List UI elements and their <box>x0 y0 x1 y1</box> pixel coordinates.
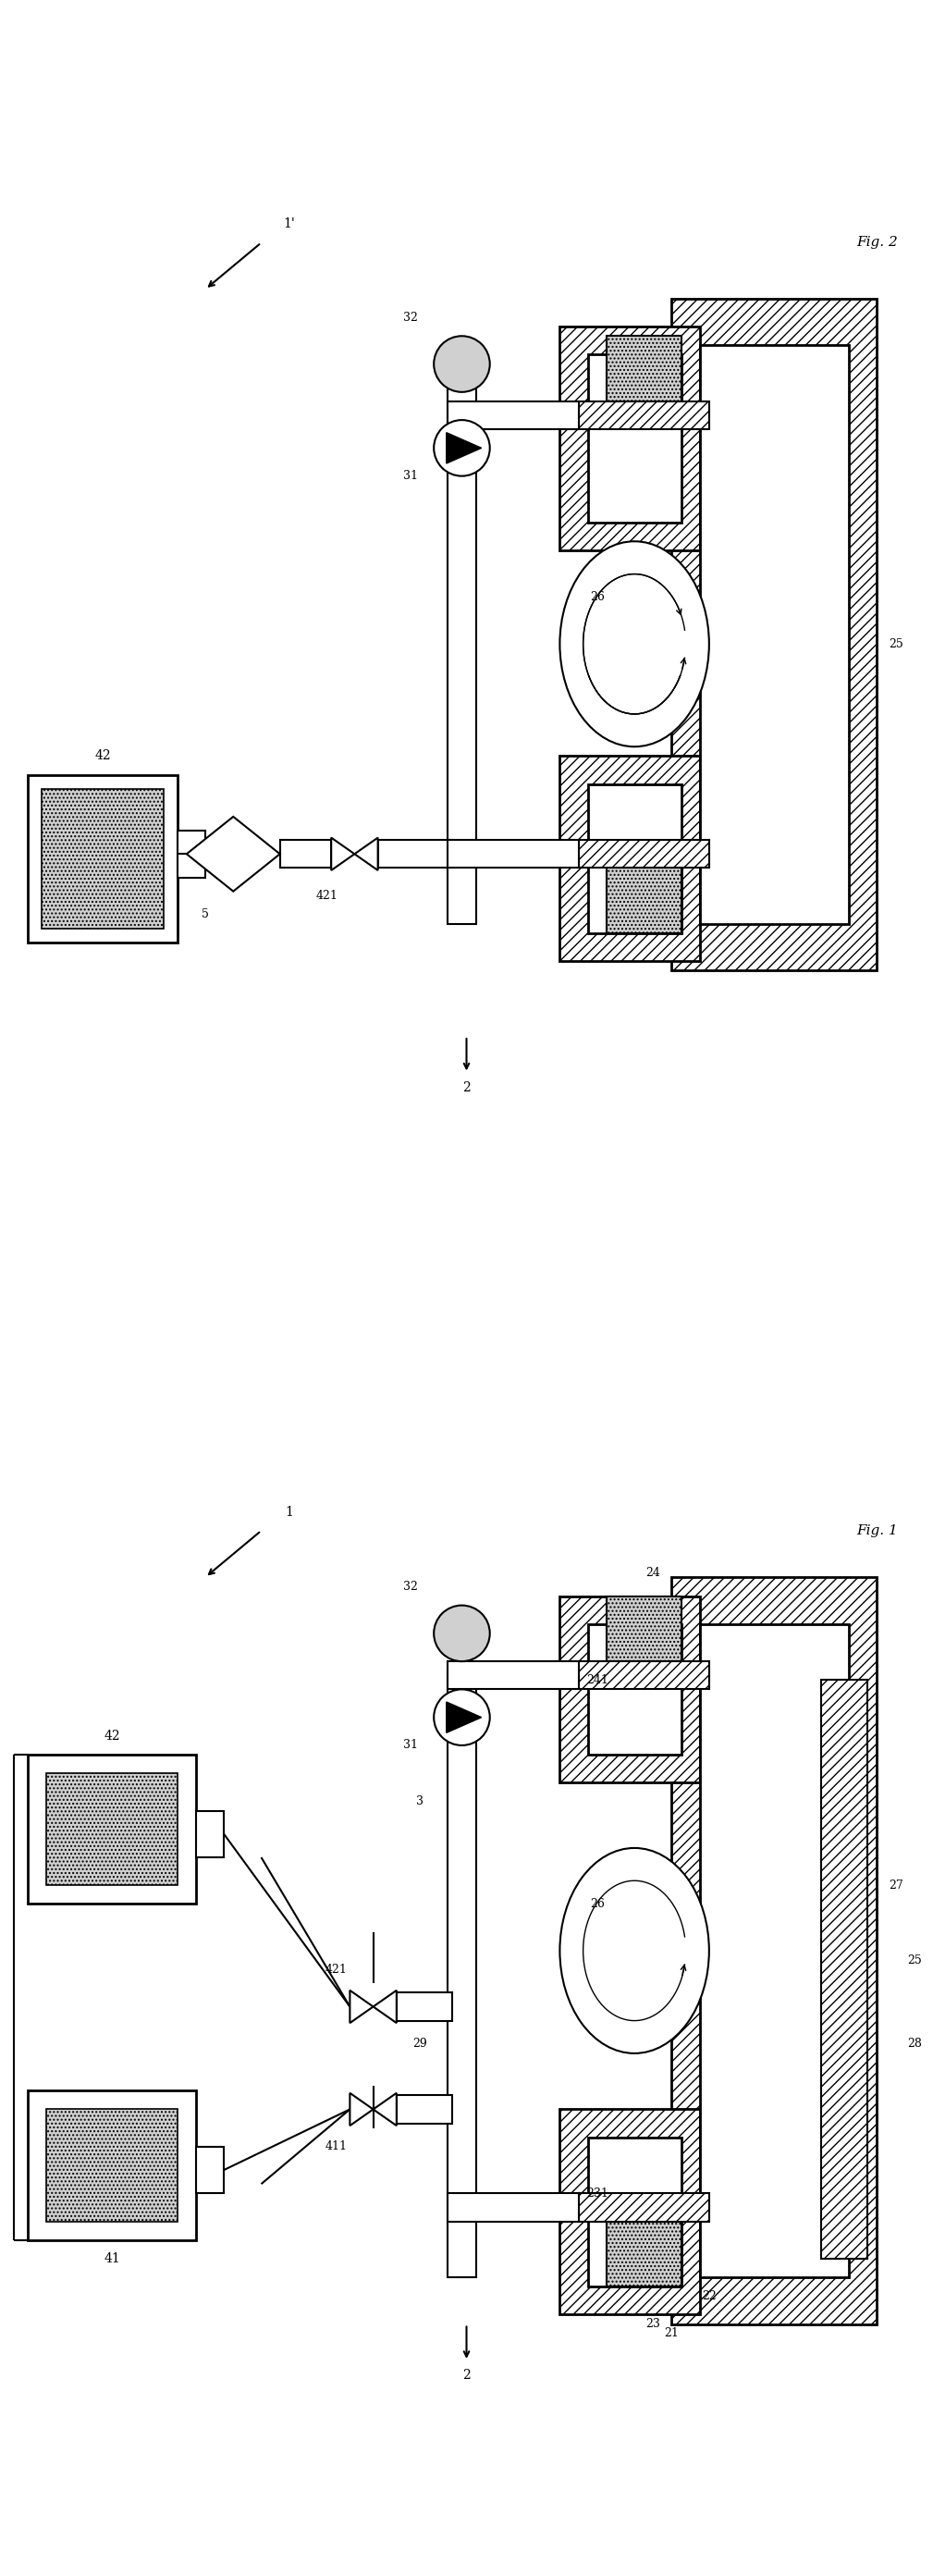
Polygon shape <box>355 837 378 871</box>
Bar <box>28 1754 196 1904</box>
Bar <box>606 335 681 402</box>
Bar <box>560 755 700 961</box>
Text: 421: 421 <box>315 889 338 902</box>
Circle shape <box>434 420 490 477</box>
Bar <box>700 345 849 925</box>
Bar <box>448 1662 578 1690</box>
Text: 23: 23 <box>646 2318 661 2329</box>
Text: 1': 1' <box>284 216 295 229</box>
Bar <box>560 2110 700 2316</box>
Text: 25: 25 <box>907 1955 922 1965</box>
Polygon shape <box>331 837 355 871</box>
Bar <box>196 2146 224 2192</box>
Bar <box>672 299 877 971</box>
Bar <box>177 829 205 878</box>
Text: 241: 241 <box>586 1674 608 1687</box>
Bar <box>378 840 453 868</box>
Bar <box>28 775 177 943</box>
Bar <box>578 2192 709 2221</box>
Polygon shape <box>187 817 280 891</box>
Bar <box>588 2138 681 2287</box>
Text: 2: 2 <box>463 1082 470 1095</box>
Bar <box>448 363 476 925</box>
Circle shape <box>434 1605 490 1662</box>
Polygon shape <box>447 1703 481 1734</box>
Text: 21: 21 <box>664 2326 679 2339</box>
Bar <box>47 2110 177 2221</box>
Bar <box>560 327 700 551</box>
Polygon shape <box>373 2092 397 2125</box>
Bar <box>606 868 681 933</box>
Bar <box>42 788 163 930</box>
Text: 31: 31 <box>403 1739 418 1752</box>
Text: 231: 231 <box>586 2187 608 2200</box>
Bar <box>606 1597 681 1662</box>
Polygon shape <box>350 1991 373 2022</box>
Text: 27: 27 <box>888 1880 903 1891</box>
Bar <box>448 2192 578 2221</box>
Text: 32: 32 <box>403 1582 418 1592</box>
Bar <box>397 2094 453 2123</box>
Polygon shape <box>373 1991 397 2022</box>
Text: 1: 1 <box>285 1504 293 1517</box>
Bar <box>578 402 709 430</box>
Text: 26: 26 <box>590 1899 605 1909</box>
Bar <box>588 1623 681 1754</box>
Bar <box>588 783 681 933</box>
Text: 421: 421 <box>325 1963 347 1976</box>
Text: Fig. 2: Fig. 2 <box>856 237 898 250</box>
Text: 42: 42 <box>94 750 111 762</box>
Bar <box>448 1672 476 2277</box>
Text: 24: 24 <box>646 1566 661 1579</box>
Bar <box>448 402 578 430</box>
Bar <box>578 840 709 868</box>
Bar <box>397 1994 453 2020</box>
Ellipse shape <box>560 1847 709 2053</box>
Bar <box>606 2221 681 2287</box>
Ellipse shape <box>560 541 709 747</box>
Bar <box>560 1597 700 1783</box>
Polygon shape <box>447 433 481 464</box>
Text: Fig. 1: Fig. 1 <box>856 1525 898 1538</box>
Bar <box>196 1811 224 1857</box>
Bar <box>588 355 681 523</box>
Text: 3: 3 <box>416 1795 424 1808</box>
Text: 29: 29 <box>412 2038 427 2050</box>
Bar <box>448 840 578 868</box>
Bar <box>280 840 331 868</box>
Bar <box>821 1680 868 2259</box>
Circle shape <box>434 335 490 392</box>
Circle shape <box>434 1690 490 1747</box>
Bar <box>28 2092 196 2241</box>
Bar <box>672 1577 877 2324</box>
Text: 42: 42 <box>104 1728 120 1741</box>
Polygon shape <box>350 2092 373 2125</box>
Text: 22: 22 <box>702 2290 717 2303</box>
Text: 41: 41 <box>104 2251 120 2264</box>
Text: 5: 5 <box>202 909 209 920</box>
Bar <box>700 1623 849 2277</box>
Text: 411: 411 <box>325 2141 347 2154</box>
Text: 31: 31 <box>403 469 418 482</box>
Bar <box>47 1772 177 1886</box>
Text: 2: 2 <box>463 2370 470 2383</box>
Text: 26: 26 <box>590 592 605 603</box>
Text: 32: 32 <box>403 312 418 325</box>
Text: 28: 28 <box>907 2038 922 2050</box>
Text: 25: 25 <box>888 639 903 649</box>
Bar <box>578 1662 709 1690</box>
